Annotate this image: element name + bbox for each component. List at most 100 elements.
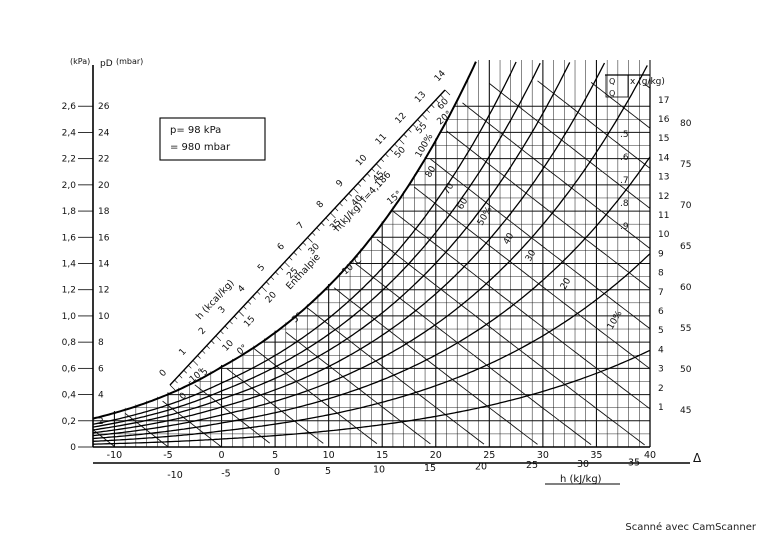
kcal-tick: 8 <box>315 199 326 210</box>
enthalpy-scale-tick <box>197 355 201 359</box>
x-humidity-tick: 5 <box>658 326 664 336</box>
kcal-tick: 1 <box>178 347 189 358</box>
x-humidity-tick: 13 <box>658 173 669 183</box>
enthalpy-line <box>333 287 538 445</box>
enthalpy-scale-tick <box>307 237 313 243</box>
y-tick-kpa: 1,0 <box>62 312 77 322</box>
rh-label: 10% <box>606 309 625 332</box>
kcal-scale-label: h (kcal/kg) <box>194 278 236 322</box>
enthalpy-scale-tick <box>394 143 398 148</box>
rh-curve <box>92 62 571 431</box>
rh-curve <box>92 62 606 434</box>
enthalpy-scale-tick <box>412 124 417 128</box>
isotherm-label: 10°C <box>341 255 364 277</box>
delta-symbol: Δ <box>693 451 702 465</box>
x-humidity-tick: 12 <box>658 192 669 202</box>
x-humidity-tick: 7 <box>658 288 664 298</box>
x-humidity-tick: 10 <box>658 230 670 240</box>
scanner-watermark: Scanné avec CamScanner <box>625 522 756 533</box>
x-humidity-tick: 11 <box>658 211 669 221</box>
kcal-tick: 4 <box>236 284 247 295</box>
rh-curve <box>92 61 477 420</box>
x-axis-humidity-label: x (g/kg) <box>630 77 665 87</box>
enthalpy-line <box>430 158 651 329</box>
rh-label: 40 <box>502 231 517 246</box>
x-tick-temperature: 30 <box>537 450 549 461</box>
x-tick-temperature: 40 <box>644 450 656 461</box>
x-axis-enthalpy-label: h (kJ/kg) <box>560 474 602 485</box>
x-humidity-tick: 3 <box>658 365 664 375</box>
outer-tick: 55 <box>680 324 691 334</box>
outer-tick: 65 <box>680 242 691 252</box>
enthalpy-scale-tick <box>174 379 178 384</box>
kcal-tick: 10 <box>354 153 369 168</box>
enthalpy-line <box>376 239 645 446</box>
q-ratio-box <box>605 74 629 98</box>
enthalpy-scale-tick <box>325 217 330 222</box>
x-tick-temperature: -5 <box>163 450 172 461</box>
kcal-tick: 14 <box>433 69 448 84</box>
x-humidity-tick: 6 <box>658 307 664 317</box>
enthalpy-scale-tick <box>385 153 389 158</box>
enthalpy-scale-tick <box>321 222 325 226</box>
x-humidity-tick: 16 <box>658 115 670 125</box>
outer-tick: 70 <box>680 201 692 211</box>
x-tick-enthalpy: 0 <box>274 467 280 478</box>
enthalpy-scale-tick <box>403 134 407 138</box>
enthalpy-scale-tick <box>431 104 435 108</box>
enthalpy-line <box>489 83 651 209</box>
enthalpy-scale-tick <box>256 291 261 295</box>
enthalpy-scale-tick <box>201 350 206 354</box>
enthalpy-scale-tick <box>389 148 394 153</box>
kcal-tick: 5 <box>256 263 267 274</box>
enthalpy-scale-tick <box>316 227 320 231</box>
rh-label: 70 <box>442 181 457 196</box>
ratio-tick: .8 <box>620 199 629 209</box>
enthalpy-scale-tick <box>426 109 430 113</box>
pressure-note-kpa: p= 98 kPa <box>170 125 221 136</box>
enthalpy-scale-tick <box>417 119 421 123</box>
enthalpy-scale-tick <box>238 311 244 317</box>
enthalpy-scale-tick <box>279 266 284 271</box>
ratio-tick: .6 <box>620 153 629 163</box>
enthalpy-scale-tick <box>192 360 199 366</box>
y-axis-symbol: pD <box>100 59 113 69</box>
enthalpy-scale-tick <box>440 94 444 99</box>
y-tick-kpa: 1,4 <box>62 260 77 270</box>
enthalpy-scale-tick <box>252 296 256 300</box>
kcal-tick: 13 <box>413 90 428 105</box>
enthalpy-line <box>306 307 485 445</box>
ratio-tick: .5 <box>620 130 629 140</box>
y-tick-mbar: 16 <box>98 233 110 243</box>
y-tick-kpa: 2,0 <box>62 181 77 191</box>
rh-label: 30 <box>524 248 539 263</box>
x-humidity-tick: 9 <box>658 249 664 259</box>
y-tick-mbar: 12 <box>98 286 109 296</box>
rh-curve <box>92 61 517 425</box>
y-tick-kpa: 2,4 <box>62 128 77 138</box>
enthalpy-line <box>644 83 651 89</box>
x-tick-enthalpy: -5 <box>221 469 230 480</box>
enthalpy-scale-tick <box>348 193 352 197</box>
y-tick-mbar: 10 <box>98 312 110 322</box>
y-axis-unit-mbar: (mbar) <box>116 57 143 66</box>
enthalpy-scale-tick <box>357 183 362 187</box>
y-tick-kpa: 1,8 <box>62 207 77 217</box>
y-tick-kpa: 0 <box>70 443 76 453</box>
kcal-tick: 3 <box>217 305 228 316</box>
y-tick-kpa: 0,4 <box>62 391 77 401</box>
x-tick-enthalpy: -10 <box>167 470 183 481</box>
enthalpy-scale-tick <box>215 335 222 342</box>
kj-tick: 0 <box>178 391 189 402</box>
kj-tick: 60 <box>436 97 451 112</box>
rh-curve <box>92 253 651 442</box>
x-humidity-tick: 15 <box>658 134 669 144</box>
enthalpy-scale-tick <box>334 207 339 212</box>
kcal-tick: 12 <box>394 111 409 126</box>
kcal-tick: 11 <box>374 132 389 147</box>
rh-curve <box>92 349 651 445</box>
enthalpy-diagonal-scale <box>169 89 451 391</box>
enthalpy-scale-tick <box>343 197 348 202</box>
x-tick-enthalpy: 25 <box>526 460 538 471</box>
y-tick-kpa: 1,2 <box>62 286 76 296</box>
